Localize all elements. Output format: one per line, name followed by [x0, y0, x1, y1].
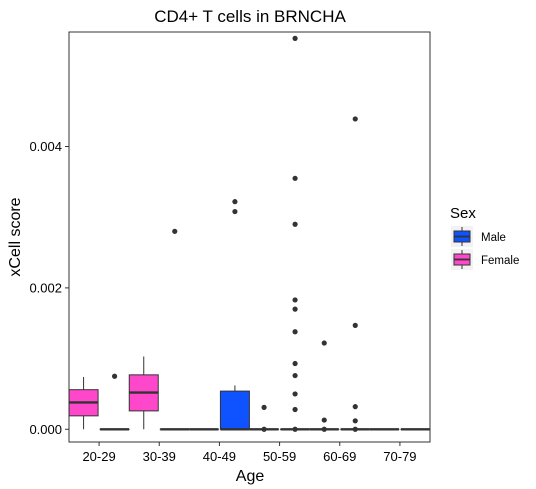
y-axis-label: xCell score [7, 197, 24, 276]
outlier-point-male-40-49-1 [232, 208, 238, 215]
x-tick-label-4: 60-69 [323, 449, 356, 464]
outlier-point-male-60-69-2 [352, 404, 358, 410]
chart-axes: 0.000 0.002 0.004 20-29 30-39 40-49 50-59 60-69… [29, 139, 416, 464]
outlier-point-female-60-69-1 [321, 417, 327, 423]
outlier-point-male-20-29-0 [111, 373, 118, 379]
box-male-40-49 [219, 390, 250, 430]
outlier-point-male-50-59-8 [292, 391, 298, 397]
chart-title: CD4+ T cells in BRNCHA [154, 7, 346, 26]
y-tick-label-1: 0.002 [29, 280, 62, 295]
outlier-point-male-50-59-3 [292, 297, 298, 303]
x-tick-label-5: 70-79 [383, 449, 416, 464]
outlier-point-male-30-39-0 [172, 228, 178, 234]
legend-label-female: Female [481, 255, 519, 267]
legend: Sex Male Female [450, 205, 519, 270]
outlier-point-male-50-59-4 [292, 306, 298, 312]
outlier-point-male-50-59-1 [292, 175, 298, 181]
outlier-point-male-50-59-10 [292, 426, 298, 432]
x-tick-label-3: 50-59 [263, 449, 296, 464]
x-tick-label-2: 40-49 [203, 449, 236, 464]
legend-title: Sex [450, 205, 476, 222]
x-tick-label-0: 20-29 [82, 449, 115, 464]
chart-marks [68, 35, 431, 432]
outlier-point-female-50-59-0 [261, 404, 267, 410]
outlier-point-male-60-69-0 [352, 116, 358, 122]
outlier-point-male-50-59-9 [292, 406, 298, 413]
outlier-point-male-60-69-1 [352, 322, 358, 328]
outlier-point-female-60-69-0 [321, 340, 327, 346]
outlier-point-male-50-59-7 [292, 372, 298, 379]
y-tick-label-2: 0.004 [29, 139, 62, 154]
outlier-point-male-50-59-6 [292, 360, 298, 367]
outlier-point-female-50-59-1 [261, 426, 267, 432]
outlier-point-male-50-59-0 [292, 35, 298, 41]
y-tick-label-0: 0.000 [29, 422, 62, 437]
outlier-point-male-50-59-5 [292, 329, 298, 335]
x-tick-label-1: 30-39 [143, 449, 176, 464]
plot-panel [68, 31, 431, 443]
outlier-point-female-60-69-2 [321, 426, 327, 432]
outlier-point-male-50-59-2 [292, 221, 298, 227]
outlier-point-male-60-69-4 [352, 426, 358, 432]
x-axis-label: Age [236, 468, 265, 485]
outlier-point-male-40-49-0 [232, 199, 238, 205]
outlier-point-male-60-69-3 [352, 418, 358, 424]
legend-label-male: Male [481, 232, 506, 244]
